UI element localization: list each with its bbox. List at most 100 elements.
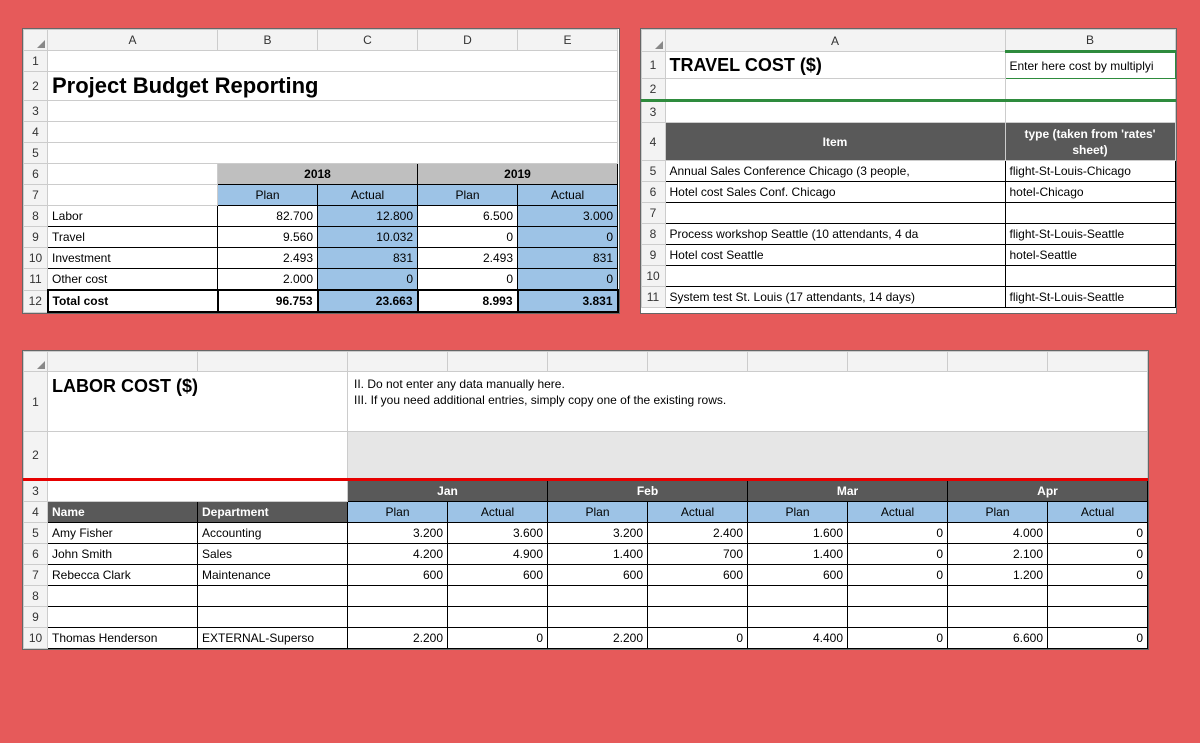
row-header[interactable]: 3 (24, 480, 48, 502)
col-header[interactable] (948, 352, 1048, 372)
row-header[interactable]: 1 (24, 372, 48, 432)
labor-cell[interactable]: 0 (848, 565, 948, 586)
row-header[interactable]: 8 (641, 224, 665, 245)
labor-cell[interactable]: 4.900 (448, 544, 548, 565)
labor-name[interactable]: Thomas Henderson (48, 628, 198, 649)
labor-dept[interactable]: Sales (198, 544, 348, 565)
row-header[interactable]: 11 (641, 287, 665, 308)
row-header[interactable]: 11 (24, 269, 48, 291)
labor-dept[interactable]: EXTERNAL-Superso (198, 628, 348, 649)
col-header[interactable] (48, 352, 198, 372)
budget-cell[interactable]: 2.493 (218, 248, 318, 269)
col-header[interactable]: B (218, 30, 318, 51)
budget-cell[interactable]: 0 (518, 269, 618, 291)
budget-cell[interactable]: 2.493 (418, 248, 518, 269)
budget-cell[interactable]: 82.700 (218, 206, 318, 227)
col-header[interactable]: B (1005, 30, 1175, 52)
row-header[interactable]: 5 (24, 523, 48, 544)
labor-cell[interactable]: 0 (848, 544, 948, 565)
row-header[interactable]: 1 (24, 51, 48, 72)
labor-cell[interactable]: 3.600 (448, 523, 548, 544)
col-header[interactable]: C (318, 30, 418, 51)
row-header[interactable]: 2 (641, 79, 665, 101)
budget-cell[interactable]: 3.000 (518, 206, 618, 227)
col-header[interactable] (848, 352, 948, 372)
labor-cell[interactable]: 700 (648, 544, 748, 565)
col-header[interactable] (448, 352, 548, 372)
travel-cell[interactable]: Process workshop Seattle (10 attendants,… (665, 224, 1005, 245)
budget-row-label[interactable]: Travel (48, 227, 218, 248)
row-header[interactable]: 10 (641, 266, 665, 287)
row-header[interactable]: 8 (24, 206, 48, 227)
row-header[interactable]: 3 (24, 101, 48, 122)
labor-cell[interactable]: 0 (1048, 628, 1148, 649)
labor-cell[interactable]: 1.600 (748, 523, 848, 544)
budget-total-cell[interactable]: 8.993 (418, 290, 518, 312)
row-header[interactable]: 5 (24, 143, 48, 164)
row-header[interactable]: 5 (641, 161, 665, 182)
budget-cell[interactable]: 0 (318, 269, 418, 291)
labor-cell[interactable]: 0 (848, 523, 948, 544)
budget-total-cell[interactable]: 3.831 (518, 290, 618, 312)
travel-note-cell[interactable]: Enter here cost by multiplyi (1005, 52, 1175, 79)
budget-row-label[interactable]: Other cost (48, 269, 218, 291)
row-header[interactable]: 6 (24, 164, 48, 185)
col-header[interactable]: A (48, 30, 218, 51)
budget-cell[interactable]: 0 (418, 227, 518, 248)
col-header[interactable] (648, 352, 748, 372)
row-header[interactable]: 3 (641, 101, 665, 123)
labor-cell[interactable]: 0 (1048, 523, 1148, 544)
labor-cell[interactable]: 600 (548, 565, 648, 586)
select-all-corner[interactable] (24, 352, 48, 372)
budget-sheet[interactable]: A B C D E 1 2Project Budget Reporting 3 … (22, 28, 620, 314)
row-header[interactable]: 2 (24, 72, 48, 101)
labor-cell[interactable]: 3.200 (348, 523, 448, 544)
travel-cell[interactable]: flight-St-Louis-Chicago (1005, 161, 1175, 182)
row-header[interactable]: 8 (24, 586, 48, 607)
row-header[interactable]: 7 (24, 565, 48, 586)
budget-cell[interactable]: 831 (518, 248, 618, 269)
budget-cell[interactable]: 0 (418, 269, 518, 291)
labor-cell[interactable]: 600 (648, 565, 748, 586)
budget-cell[interactable]: 2.000 (218, 269, 318, 291)
travel-cell[interactable]: Annual Sales Conference Chicago (3 peopl… (665, 161, 1005, 182)
labor-cell[interactable]: 0 (1048, 565, 1148, 586)
travel-cell[interactable]: System test St. Louis (17 attendants, 14… (665, 287, 1005, 308)
travel-cell[interactable] (665, 203, 1005, 224)
labor-dept[interactable]: Maintenance (198, 565, 348, 586)
col-header[interactable] (198, 352, 348, 372)
budget-row-label[interactable]: Investment (48, 248, 218, 269)
labor-cell[interactable]: 4.400 (748, 628, 848, 649)
labor-cell[interactable]: 0 (448, 628, 548, 649)
row-header[interactable]: 7 (24, 185, 48, 206)
budget-cell[interactable]: 831 (318, 248, 418, 269)
row-header[interactable]: 7 (641, 203, 665, 224)
travel-cell[interactable]: Hotel cost Sales Conf. Chicago (665, 182, 1005, 203)
col-header[interactable] (548, 352, 648, 372)
travel-cell[interactable] (1005, 203, 1175, 224)
row-header[interactable]: 10 (24, 628, 48, 649)
row-header[interactable]: 12 (24, 290, 48, 312)
row-header[interactable]: 9 (641, 245, 665, 266)
labor-cell[interactable]: 600 (448, 565, 548, 586)
labor-cell[interactable]: 3.200 (548, 523, 648, 544)
labor-cell[interactable]: 2.200 (548, 628, 648, 649)
labor-cell[interactable]: 1.400 (548, 544, 648, 565)
col-header[interactable] (748, 352, 848, 372)
labor-cell[interactable]: 600 (348, 565, 448, 586)
labor-name[interactable]: John Smith (48, 544, 198, 565)
budget-row-label[interactable]: Labor (48, 206, 218, 227)
budget-total-cell[interactable]: 96.753 (218, 290, 318, 312)
row-header[interactable]: 4 (24, 502, 48, 523)
labor-cell[interactable]: 6.600 (948, 628, 1048, 649)
row-header[interactable]: 9 (24, 607, 48, 628)
row-header[interactable]: 2 (24, 432, 48, 480)
travel-cell[interactable]: hotel-Chicago (1005, 182, 1175, 203)
row-header[interactable]: 4 (24, 122, 48, 143)
labor-cell[interactable]: 1.400 (748, 544, 848, 565)
labor-cell[interactable]: 4.200 (348, 544, 448, 565)
labor-cell[interactable]: 600 (748, 565, 848, 586)
row-header[interactable]: 6 (24, 544, 48, 565)
col-header[interactable]: A (665, 30, 1005, 52)
labor-name[interactable]: Rebecca Clark (48, 565, 198, 586)
